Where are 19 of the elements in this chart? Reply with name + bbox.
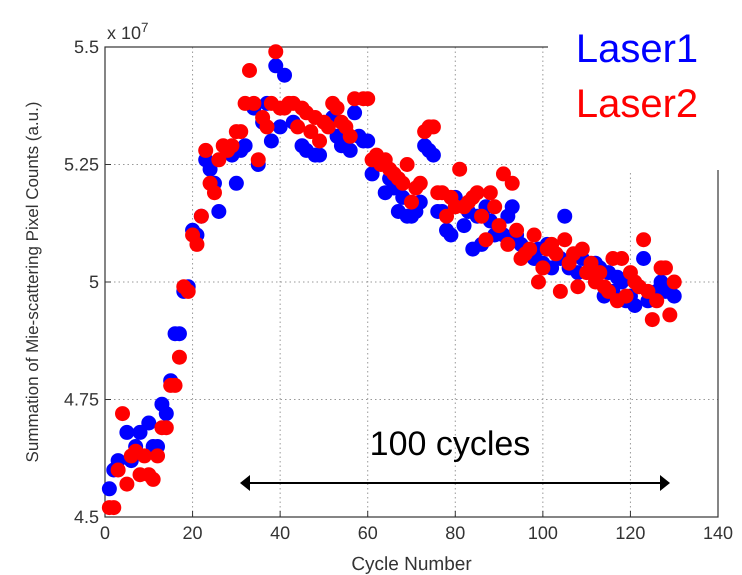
series-label: Laser2 (576, 82, 698, 126)
x-axis-title: Cycle Number (351, 554, 472, 575)
x-tick-label: 80 (445, 523, 466, 543)
y-tick-label: 5.25 (64, 154, 99, 174)
x-tick-label: 140 (702, 523, 734, 543)
x-tick-label: 0 (100, 523, 110, 543)
x-tick-label: 100 (528, 523, 558, 543)
x-tick-label: 60 (358, 523, 378, 543)
annotation: 100 cycles (370, 425, 530, 463)
text: Laser1 (576, 27, 698, 71)
y-tick-label: 5 (88, 272, 99, 292)
x-tick-label: 120 (615, 523, 646, 543)
x-tick-label: 40 (270, 523, 290, 543)
y-tick-label: 4.75 (64, 390, 99, 410)
y-tick-label: 4.5 (74, 507, 99, 527)
y-tick-label: 5.5 (74, 37, 99, 57)
y-axis-title: Summation of Mie-scattering Pixel Counts (a.u.) (23, 102, 42, 462)
x-tick-label: 20 (182, 523, 203, 543)
text: x 10$^{7}$ (107, 20, 149, 43)
